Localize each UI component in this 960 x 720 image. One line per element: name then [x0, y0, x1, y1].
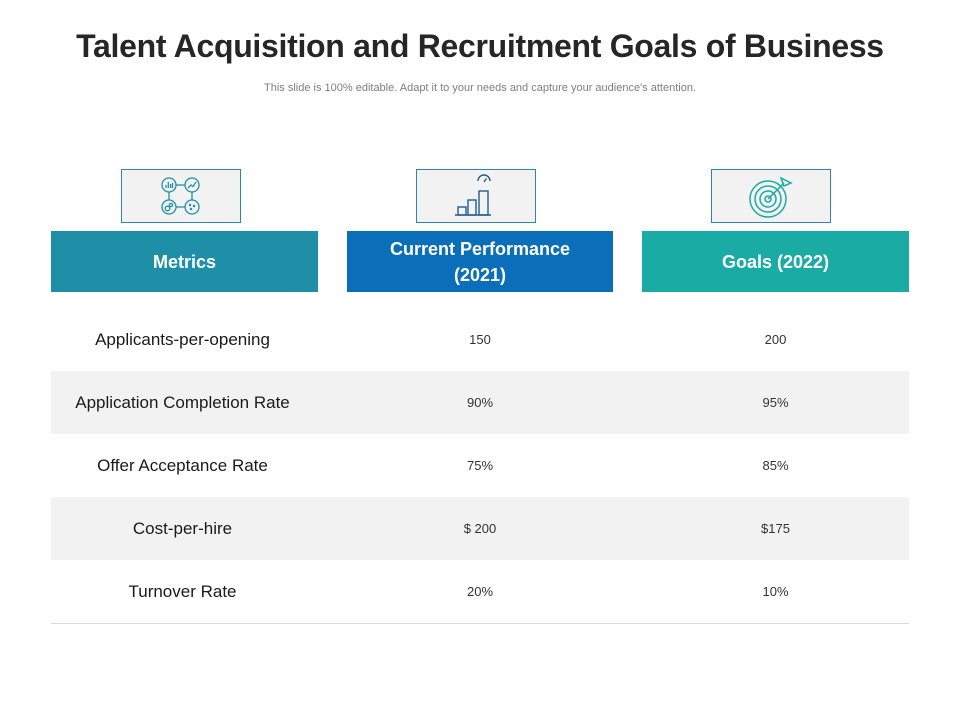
goals-icon-box [711, 169, 831, 223]
metric-label: Turnover Rate [128, 581, 237, 601]
table-row: Applicants-per-opening 150 200 [51, 308, 909, 371]
target-icon [749, 176, 793, 218]
table-row: Offer Acceptance Rate 75% 85% [51, 434, 909, 497]
metric-label: Application Completion Rate [75, 392, 290, 412]
goal-value: 10% [762, 584, 789, 599]
metrics-table: Applicants-per-opening 150 200 Applicati… [51, 308, 909, 624]
page-subtitle: This slide is 100% editable. Adapt it to… [264, 82, 696, 94]
current-value: 150 [469, 332, 491, 347]
page-title: Talent Acquisition and Recruitment Goals… [76, 28, 884, 64]
current-value: 90% [466, 395, 494, 410]
goal-value: 95% [762, 395, 789, 410]
performance-icon-box [416, 169, 536, 223]
goal-value: $175 [761, 521, 790, 536]
goal-value: 85% [762, 458, 789, 473]
current-value: 20% [466, 584, 494, 599]
current-value: 75% [466, 458, 494, 473]
metric-label: Offer Acceptance Rate [97, 455, 268, 475]
analytics-dashboard-icon [161, 177, 200, 215]
growth-bar-chart-icon [455, 174, 491, 216]
table-row: Application Completion Rate 90% 95% [51, 371, 909, 434]
table-row: Cost-per-hire $ 200 $175 [51, 497, 909, 560]
current-performance-column-header: Current Performance (2021) [347, 231, 613, 292]
metrics-icon-box [121, 169, 241, 223]
current-value: $ 200 [463, 521, 497, 536]
goals-column-header: Goals (2022) [642, 231, 909, 292]
goal-value: 200 [764, 332, 787, 347]
metrics-column-header: Metrics [51, 231, 318, 292]
metric-label: Cost-per-hire [132, 518, 233, 538]
metric-label: Applicants-per-opening [95, 329, 270, 349]
table-row: Turnover Rate 20% 10% [51, 560, 909, 624]
